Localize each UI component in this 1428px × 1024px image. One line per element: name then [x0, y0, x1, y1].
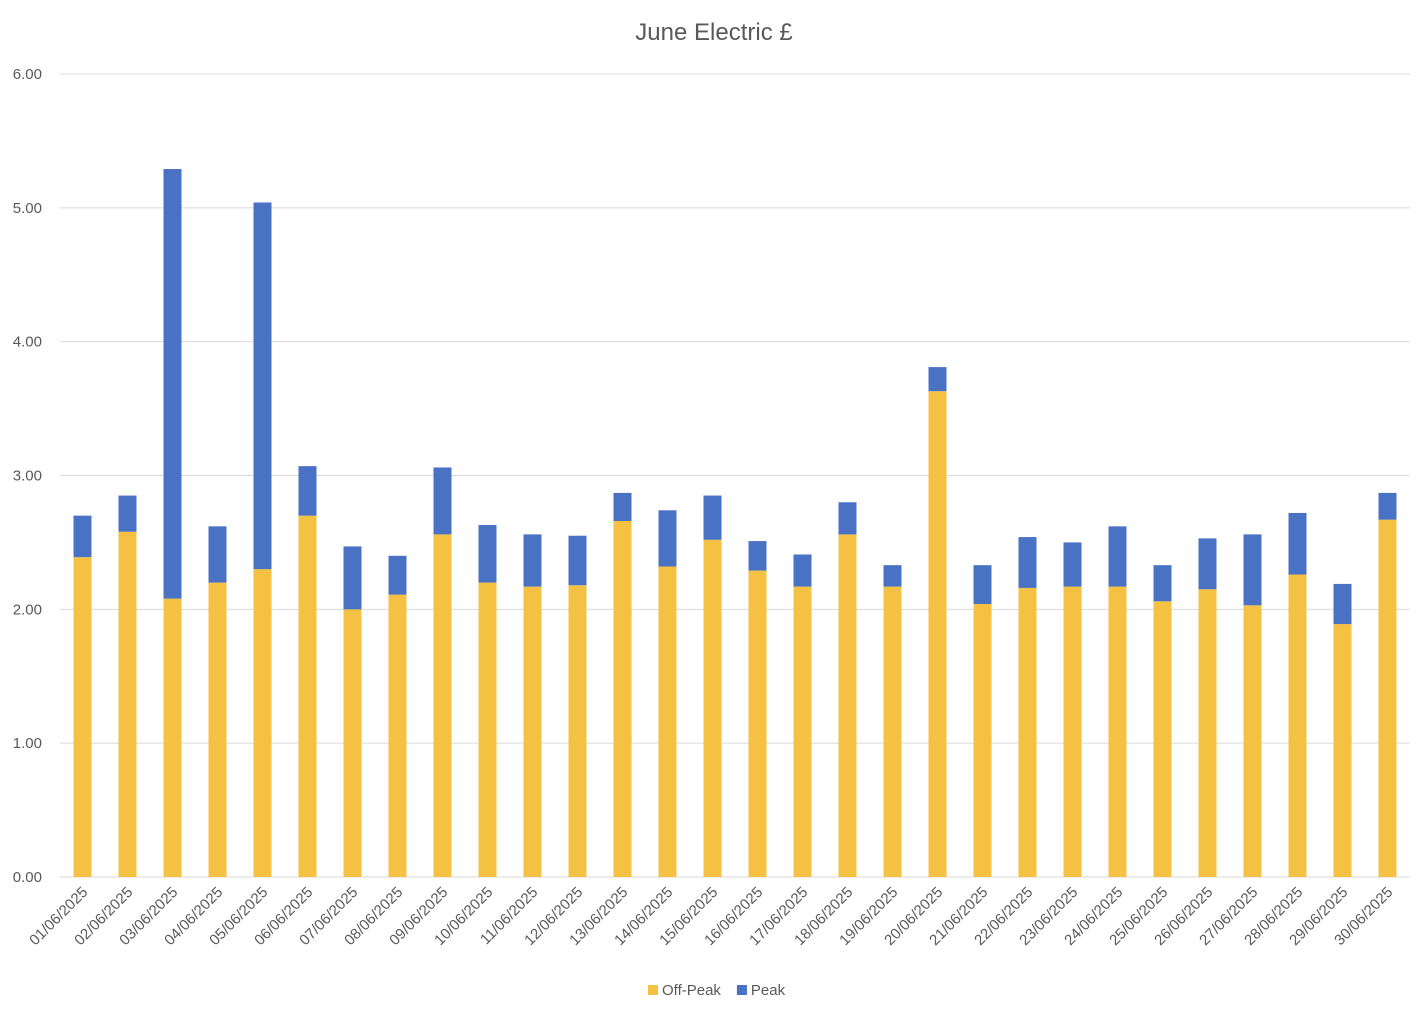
x-axis-ticks: 01/06/202502/06/202503/06/202504/06/2025…	[26, 884, 1396, 949]
bar-peak-26	[1198, 538, 1217, 590]
bar-peak-5	[253, 202, 272, 570]
y-axis-ticks: 0.00 1.00 2.00 3.00 4.00 5.00 6.00	[13, 66, 42, 886]
legend-swatch-1	[648, 985, 658, 995]
bar-off-peak-8	[388, 594, 407, 877]
bar-off-peak-18	[838, 534, 857, 877]
bar-off-peak-14	[658, 566, 677, 877]
bar-off-peak-11	[523, 586, 542, 877]
bar-peak-22	[1018, 537, 1037, 588]
bar-off-peak-30	[1378, 519, 1397, 877]
bar-off-peak-23	[1063, 586, 1082, 877]
y-tick-label: 0.00	[13, 869, 42, 886]
bar-peak-19	[883, 565, 902, 587]
bar-peak-29	[1333, 583, 1352, 625]
bar-peak-20	[928, 367, 947, 392]
bar-peak-2	[118, 495, 137, 532]
legend-label-1: Off-Peak	[662, 982, 721, 999]
bar-peak-11	[523, 534, 542, 587]
bar-peak-14	[658, 510, 677, 567]
bar-peak-16	[748, 541, 767, 571]
bar-off-peak-22	[1018, 587, 1037, 877]
bar-peak-27	[1243, 534, 1262, 606]
bar-peak-7	[343, 546, 362, 610]
bar-peak-15	[703, 495, 722, 540]
bar-off-peak-29	[1333, 624, 1352, 877]
bar-peak-24	[1108, 526, 1127, 587]
bar-peak-21	[973, 565, 992, 604]
bar-off-peak-20	[928, 391, 947, 877]
y-tick-label: 3.00	[13, 468, 42, 485]
bars	[73, 169, 1397, 877]
bar-off-peak-24	[1108, 586, 1127, 877]
legend: Off-Peak Peak	[648, 982, 786, 999]
bar-peak-6	[298, 466, 317, 516]
y-tick-label: 6.00	[13, 66, 42, 83]
bar-off-peak-10	[478, 582, 497, 877]
bar-peak-4	[208, 526, 227, 583]
bar-peak-28	[1288, 512, 1307, 575]
y-tick-label: 1.00	[13, 735, 42, 752]
bar-peak-9	[433, 467, 452, 535]
bar-off-peak-26	[1198, 589, 1217, 877]
bar-peak-25	[1153, 565, 1172, 602]
bar-off-peak-2	[118, 531, 137, 877]
gridlines	[60, 73, 1410, 878]
y-tick-label: 4.00	[13, 334, 42, 351]
legend-swatch-2	[736, 985, 747, 995]
bar-off-peak-21	[973, 603, 992, 877]
bar-off-peak-4	[208, 582, 227, 877]
bar-peak-30	[1378, 492, 1397, 520]
bar-off-peak-15	[703, 539, 722, 877]
bar-off-peak-12	[568, 585, 587, 877]
y-tick-label: 5.00	[13, 200, 42, 217]
legend-label-2: Peak	[751, 982, 786, 999]
bar-peak-17	[793, 554, 812, 587]
bar-off-peak-19	[883, 586, 902, 877]
bar-peak-10	[478, 525, 497, 583]
bar-off-peak-9	[433, 534, 452, 877]
bar-off-peak-7	[343, 609, 362, 877]
bar-peak-23	[1063, 542, 1082, 587]
bar-peak-12	[568, 535, 587, 586]
y-tick-label: 2.00	[13, 601, 42, 618]
chart-title: June Electric £	[635, 19, 792, 46]
bar-off-peak-25	[1153, 601, 1172, 877]
bar-peak-1	[73, 515, 92, 558]
bar-off-peak-28	[1288, 574, 1307, 877]
bar-peak-13	[613, 492, 632, 522]
bar-peak-8	[388, 555, 407, 595]
bar-off-peak-1	[73, 557, 92, 877]
bar-off-peak-27	[1243, 605, 1262, 877]
bar-off-peak-13	[613, 521, 632, 877]
bar-off-peak-17	[793, 586, 812, 877]
bar-off-peak-16	[748, 570, 767, 877]
bar-off-peak-6	[298, 515, 317, 877]
bar-peak-3	[163, 169, 182, 599]
bar-off-peak-3	[163, 598, 182, 877]
bar-off-peak-5	[253, 569, 272, 877]
bar-peak-18	[838, 502, 857, 535]
